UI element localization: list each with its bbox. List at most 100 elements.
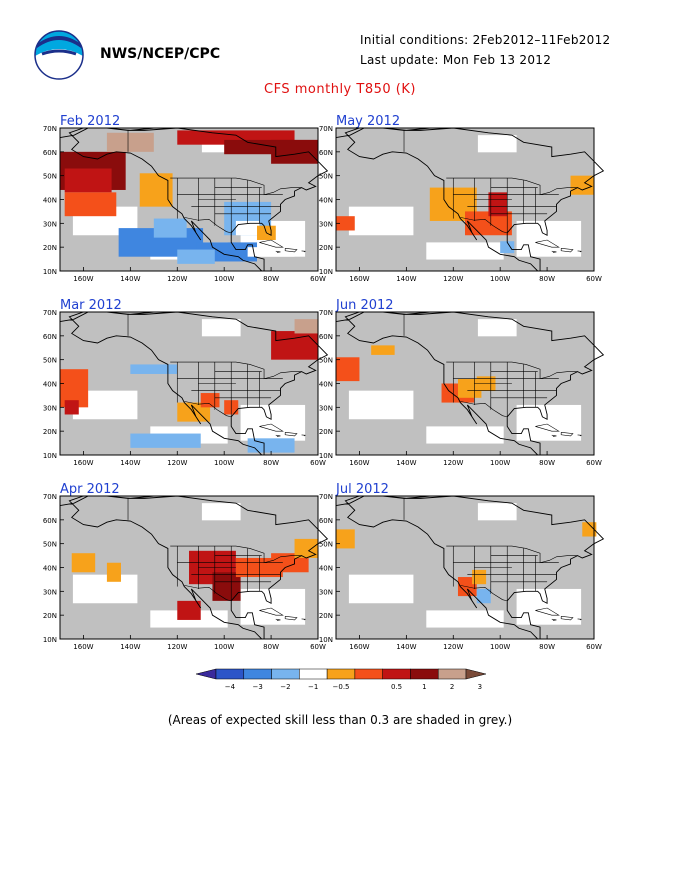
island-outline — [551, 618, 557, 621]
lon-label: 120W — [443, 459, 463, 467]
lon-label: 100W — [490, 275, 510, 283]
island-outline — [577, 250, 583, 253]
island-outline — [577, 434, 583, 437]
lat-label: 50N — [43, 541, 57, 549]
lat-label: 20N — [43, 612, 57, 620]
anomaly-cell — [336, 529, 355, 549]
anomaly-cell — [64, 192, 117, 217]
island-outline — [275, 434, 281, 437]
anomaly-cell — [500, 241, 515, 254]
agency-label: NWS/NCEP/CPC — [100, 46, 221, 62]
anomaly-cell — [336, 357, 360, 382]
lat-label: 40N — [319, 565, 333, 573]
neutral-patch — [348, 574, 414, 604]
panel-month-label: Feb 2012 — [60, 114, 120, 129]
lon-label: 160W — [73, 459, 93, 467]
colorbar-label: −0.5 — [333, 683, 350, 691]
colorbar-segment — [243, 668, 272, 680]
neutral-patch — [477, 319, 517, 337]
lat-label: 30N — [43, 220, 57, 228]
island-outline — [560, 432, 574, 437]
lon-label: 100W — [214, 459, 234, 467]
colorbar-segment — [326, 668, 356, 680]
lon-label: 60W — [310, 275, 326, 283]
island-outline — [551, 434, 557, 437]
anomaly-cell — [371, 345, 395, 355]
lon-label: 60W — [310, 643, 326, 651]
neutral-patch — [348, 206, 414, 236]
island-outline — [535, 423, 560, 432]
lat-label: 50N — [319, 173, 333, 181]
noaa-logo — [34, 30, 84, 80]
colorbar-segment — [354, 668, 383, 680]
lat-label: 60N — [43, 149, 57, 157]
lat-label: 40N — [319, 197, 333, 205]
lat-label: 20N — [319, 244, 333, 252]
lat-label: 40N — [43, 565, 57, 573]
colorbar-label: −4 — [225, 683, 236, 691]
lat-label: 30N — [319, 588, 333, 596]
lat-label: 60N — [319, 333, 333, 341]
lat-label: 70N — [319, 493, 333, 501]
lon-label: 160W — [73, 275, 93, 283]
lat-label: 70N — [319, 125, 333, 133]
last-update-text: Last update: Mon Feb 13 2012 — [360, 53, 552, 67]
island-outline — [301, 250, 307, 253]
island-outline — [275, 618, 281, 621]
colorbar-segment — [299, 668, 328, 680]
lat-label: 30N — [319, 220, 333, 228]
lon-label: 80W — [263, 643, 279, 651]
lat-label: 30N — [43, 404, 57, 412]
lat-label: 20N — [43, 244, 57, 252]
anomaly-cell — [177, 600, 201, 620]
colorbar-label: 3 — [478, 683, 482, 691]
island-outline — [301, 434, 307, 437]
anomaly-cell — [64, 168, 112, 193]
panel-month-label: Jun 2012 — [335, 298, 394, 313]
anomaly-cell — [271, 553, 309, 573]
lat-label: 10N — [319, 636, 333, 644]
anomaly-cell — [476, 588, 491, 604]
lon-label: 100W — [490, 643, 510, 651]
island-outline — [259, 239, 284, 248]
neutral-patch — [477, 135, 517, 153]
lon-label: 80W — [263, 459, 279, 467]
island-outline — [284, 432, 298, 437]
lon-label: 60W — [310, 459, 326, 467]
anomaly-cell — [130, 433, 201, 448]
colorbar-label: 1 — [422, 683, 426, 691]
island-outline — [551, 250, 557, 253]
lon-label: 60W — [586, 459, 602, 467]
lat-label: 40N — [43, 197, 57, 205]
anomaly-cell — [71, 553, 96, 573]
lat-label: 20N — [43, 428, 57, 436]
border-line — [184, 585, 232, 602]
lon-label: 80W — [263, 275, 279, 283]
lat-label: 10N — [43, 636, 57, 644]
lat-label: 40N — [319, 381, 333, 389]
lon-label: 60W — [586, 275, 602, 283]
lon-label: 80W — [539, 459, 555, 467]
island-outline — [259, 607, 284, 616]
lon-label: 160W — [349, 459, 369, 467]
island-outline — [560, 616, 574, 621]
lat-label: 10N — [319, 268, 333, 276]
colorbar-arrow-left — [196, 668, 217, 680]
lat-label: 10N — [43, 268, 57, 276]
lat-label: 50N — [319, 357, 333, 365]
initial-conditions-text: Initial conditions: 2Feb2012–11Feb2012 — [360, 33, 611, 47]
anomaly-cell — [582, 522, 597, 537]
colorbar-segment — [437, 668, 467, 680]
panel-month-label: Mar 2012 — [60, 298, 122, 313]
colorbar-segment — [382, 668, 411, 680]
coastline — [59, 127, 329, 272]
lon-label: 120W — [443, 275, 463, 283]
neutral-patch — [201, 503, 241, 521]
lat-label: 30N — [43, 588, 57, 596]
island-outline — [535, 239, 560, 248]
